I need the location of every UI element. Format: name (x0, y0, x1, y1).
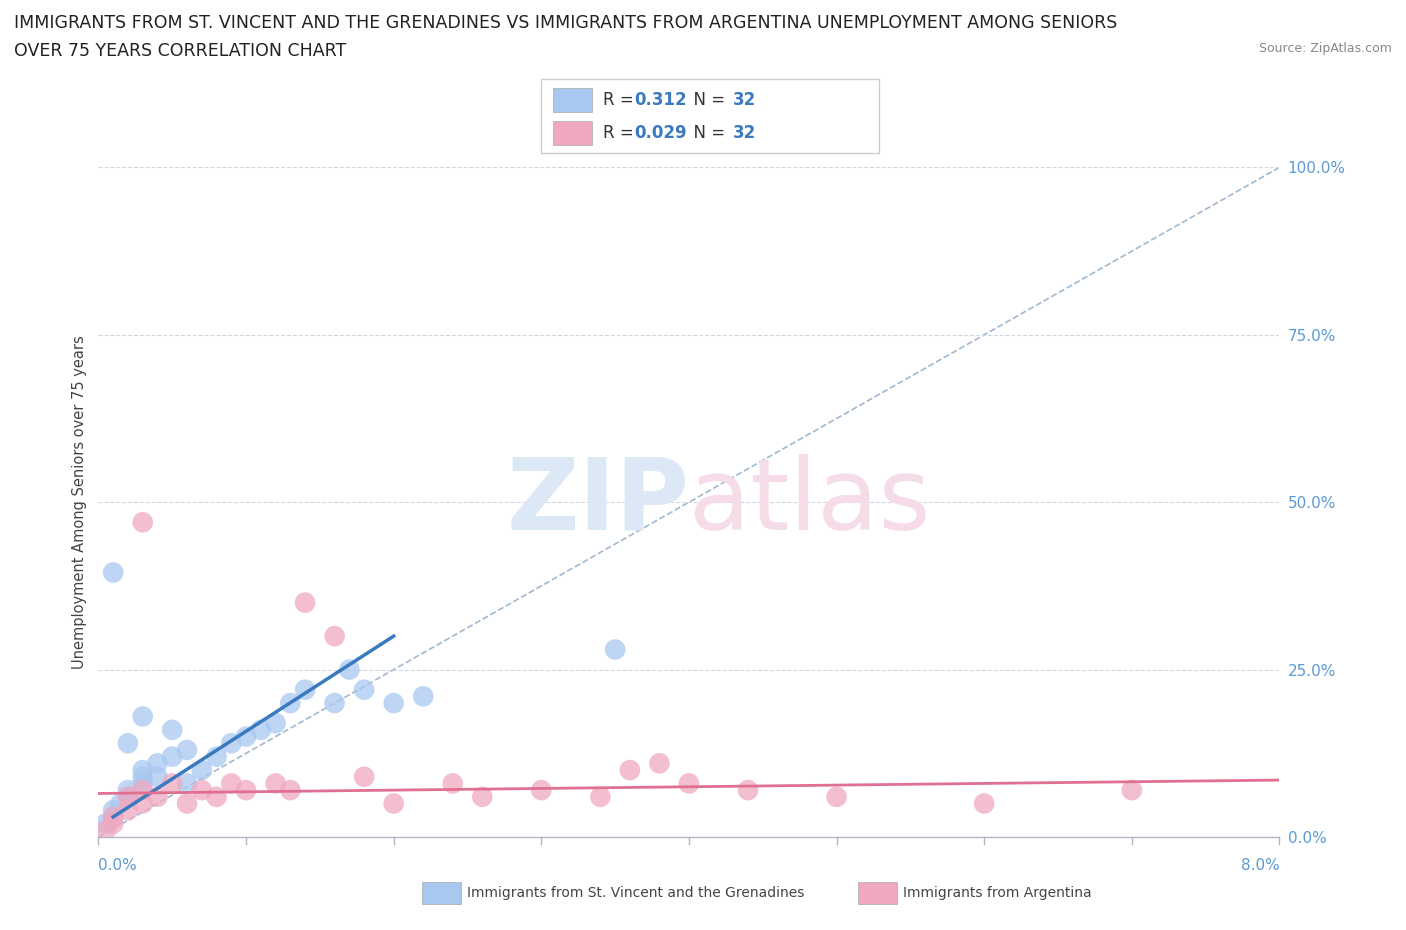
Point (117, 736, 139, 751)
Text: 8.0%: 8.0% (1240, 858, 1279, 873)
Point (323, 629, 346, 644)
Point (117, 790, 139, 804)
Point (162, 750, 183, 764)
Point (176, 742, 198, 757)
Text: OVER 75 YEARS CORRELATION CHART: OVER 75 YEARS CORRELATION CHART (14, 42, 346, 60)
Point (132, 796, 155, 811)
Point (264, 716, 287, 731)
Text: 0.0%: 0.0% (98, 858, 138, 873)
Point (678, 776, 700, 790)
Point (337, 662, 360, 677)
Point (825, 790, 848, 804)
Point (278, 696, 301, 711)
Point (205, 790, 228, 804)
Point (589, 790, 612, 804)
Point (132, 515, 155, 530)
Point (219, 736, 242, 751)
Point (441, 776, 464, 790)
Point (176, 796, 198, 811)
Point (235, 729, 257, 744)
Text: 0.029: 0.029 (634, 124, 686, 141)
Point (94, 823, 117, 838)
Text: Immigrants from St. Vincent and the Grenadines: Immigrants from St. Vincent and the Gren… (467, 885, 804, 900)
Text: R =: R = (603, 91, 640, 109)
Point (132, 709, 155, 724)
Point (176, 776, 198, 790)
Point (146, 756, 169, 771)
Point (146, 769, 169, 784)
Point (103, 809, 124, 824)
Point (219, 776, 242, 790)
Text: 0.312: 0.312 (634, 91, 686, 109)
Text: IMMIGRANTS FROM ST. VINCENT AND THE GRENADINES VS IMMIGRANTS FROM ARGENTINA UNEM: IMMIGRANTS FROM ST. VINCENT AND THE GREN… (14, 14, 1118, 32)
Point (117, 790, 139, 804)
Point (264, 776, 287, 790)
Point (382, 796, 405, 811)
Point (530, 783, 553, 798)
Point (605, 642, 627, 657)
Point (382, 696, 405, 711)
Text: 32: 32 (733, 91, 756, 109)
Text: 32: 32 (733, 124, 756, 141)
Point (103, 809, 124, 824)
Text: ZIP: ZIP (506, 454, 689, 551)
Point (132, 776, 155, 790)
Text: R =: R = (603, 124, 640, 141)
Point (412, 689, 434, 704)
Point (235, 783, 257, 798)
Point (191, 763, 214, 777)
Point (94, 817, 117, 831)
Point (162, 776, 183, 790)
Y-axis label: Unemployment Among Seniors over 75 years: Unemployment Among Seniors over 75 years (72, 336, 87, 669)
Point (110, 796, 132, 811)
Text: Source: ZipAtlas.com: Source: ZipAtlas.com (1258, 42, 1392, 55)
Point (205, 750, 228, 764)
Point (278, 783, 301, 798)
Point (117, 803, 139, 817)
Point (294, 683, 316, 698)
Point (103, 817, 124, 831)
Point (471, 790, 494, 804)
Point (353, 683, 375, 698)
Point (162, 723, 183, 737)
Point (191, 783, 214, 798)
Text: N =: N = (683, 124, 731, 141)
Point (294, 595, 316, 610)
Point (323, 696, 346, 711)
Point (353, 769, 375, 784)
Point (132, 763, 155, 777)
Point (1121, 783, 1143, 798)
Point (737, 783, 759, 798)
Point (146, 790, 169, 804)
Point (250, 723, 273, 737)
Text: N =: N = (683, 91, 731, 109)
Point (648, 756, 671, 771)
Point (973, 796, 995, 811)
Point (117, 783, 139, 798)
Point (103, 565, 124, 580)
Point (103, 803, 124, 817)
Point (619, 763, 641, 777)
Point (132, 783, 155, 798)
Point (132, 769, 155, 784)
Text: atlas: atlas (689, 454, 931, 551)
Text: Immigrants from Argentina: Immigrants from Argentina (903, 885, 1091, 900)
